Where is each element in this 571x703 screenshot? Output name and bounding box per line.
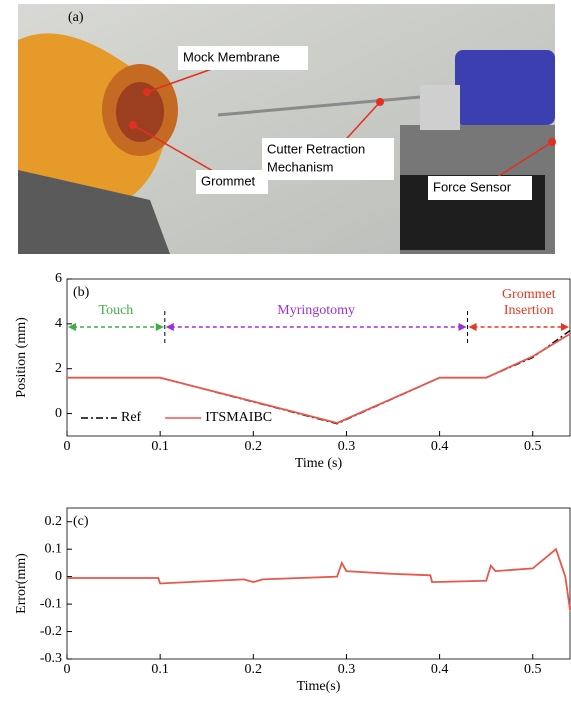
legend-label: Ref <box>121 410 142 425</box>
photo: (a) Mock Membrane Grommet Cutter Retractio… <box>18 4 556 254</box>
x-tick-label: 0.4 <box>431 662 449 677</box>
legend-label: ITSMAIBC <box>205 410 272 425</box>
callout-dot <box>548 138 556 146</box>
x-tick-label: 0.3 <box>338 662 356 677</box>
plot-frame <box>67 508 570 659</box>
x-tick-label: 0.5 <box>524 662 542 677</box>
photo-label: Cutter Retraction <box>267 141 365 156</box>
phase-label: Grommet <box>502 287 556 302</box>
panel-label: (c) <box>73 514 89 529</box>
x-tick-label: 0.2 <box>245 439 263 454</box>
phase-label: Insertion <box>504 303 554 318</box>
photo-label: Mock Membrane <box>183 49 280 64</box>
retraction-block <box>420 85 460 130</box>
figure: (a) Mock Membrane Grommet Cutter Retractio… <box>0 0 571 698</box>
y-tick-label: 4 <box>55 316 62 331</box>
y-axis-label: Error(mm) <box>14 553 29 614</box>
x-tick-label: 0.3 <box>338 439 356 454</box>
y-tick-label: 2 <box>55 361 62 376</box>
phase-label: Touch <box>99 303 134 318</box>
x-tick-label: 0.4 <box>431 439 449 454</box>
x-axis-label: Time(s) <box>297 679 341 694</box>
arrow-head <box>166 323 467 331</box>
y-tick-label: 0.1 <box>45 541 63 556</box>
callout-dot <box>376 98 384 106</box>
membrane <box>116 82 164 142</box>
y-tick-label: 0 <box>55 569 62 584</box>
callout-dot <box>143 88 151 96</box>
y-tick-label: -0.3 <box>40 651 62 666</box>
series-line <box>67 549 571 609</box>
photo-label: Mechanism <box>267 159 333 174</box>
x-tick-label: 0.5 <box>524 439 542 454</box>
y-tick-label: 0.2 <box>45 514 63 529</box>
callout-dot <box>129 121 137 129</box>
series-line <box>67 334 570 423</box>
photo-label: Grommet <box>201 173 256 188</box>
x-axis-label: Time (s) <box>295 456 343 471</box>
y-tick-label: -0.1 <box>40 596 62 611</box>
y-axis-label: Position (mm) <box>14 317 29 398</box>
x-tick-label: 0.1 <box>151 662 169 677</box>
panel-label: (b) <box>73 285 90 300</box>
x-tick-label: 0.2 <box>245 662 263 677</box>
panel-label: (a) <box>68 10 84 25</box>
page: (a) Mock Membrane Grommet Cutter Retractio… <box>0 0 571 698</box>
y-tick-label: -0.2 <box>40 624 62 639</box>
photo-label: Force Sensor <box>433 179 512 194</box>
y-tick-label: 6 <box>55 271 62 286</box>
x-tick-label: 0 <box>64 439 71 454</box>
motor <box>455 50 555 125</box>
x-tick-label: 0.1 <box>151 439 169 454</box>
x-tick-label: 0 <box>64 662 71 677</box>
phase-label: Myringotomy <box>277 303 355 318</box>
y-tick-label: 0 <box>55 406 62 421</box>
